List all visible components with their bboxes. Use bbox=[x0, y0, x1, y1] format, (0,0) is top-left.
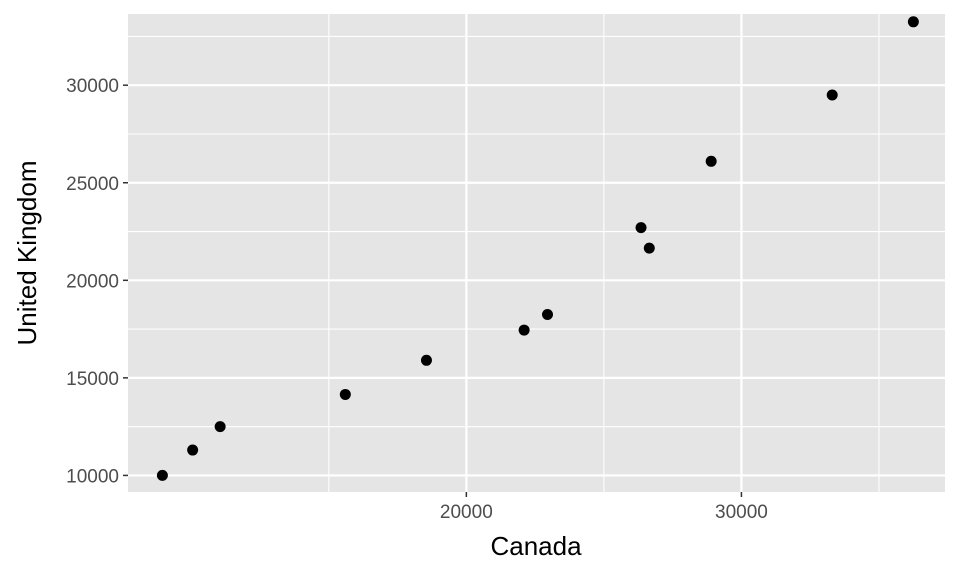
minor-gridlines bbox=[128, 14, 945, 492]
data-point bbox=[635, 222, 647, 234]
data-point bbox=[907, 16, 919, 28]
y-tick-label: 25000 bbox=[66, 174, 119, 195]
y-tick-label: 10000 bbox=[66, 466, 119, 487]
data-points bbox=[156, 16, 919, 481]
data-point bbox=[156, 469, 168, 481]
data-point bbox=[339, 388, 351, 400]
data-point bbox=[187, 444, 199, 456]
x-axis-title: Canada bbox=[490, 531, 582, 561]
x-tick-label: 30000 bbox=[715, 502, 768, 523]
data-point bbox=[826, 89, 838, 101]
y-tick-label: 30000 bbox=[66, 76, 119, 97]
y-tick-label: 15000 bbox=[66, 369, 119, 390]
data-point bbox=[542, 308, 554, 320]
data-point bbox=[643, 242, 655, 254]
y-axis: 10000 15000 20000 25000 30000 bbox=[66, 76, 128, 487]
major-gridlines bbox=[128, 14, 945, 492]
data-point bbox=[518, 324, 530, 336]
data-point bbox=[705, 155, 717, 167]
y-axis-title: United Kingdom bbox=[12, 161, 42, 346]
x-axis: 20000 30000 bbox=[440, 492, 768, 523]
y-tick-label: 20000 bbox=[66, 271, 119, 292]
plot-panel bbox=[128, 14, 945, 492]
x-tick-label: 20000 bbox=[440, 502, 493, 523]
data-point bbox=[420, 354, 432, 366]
data-point bbox=[214, 421, 226, 433]
